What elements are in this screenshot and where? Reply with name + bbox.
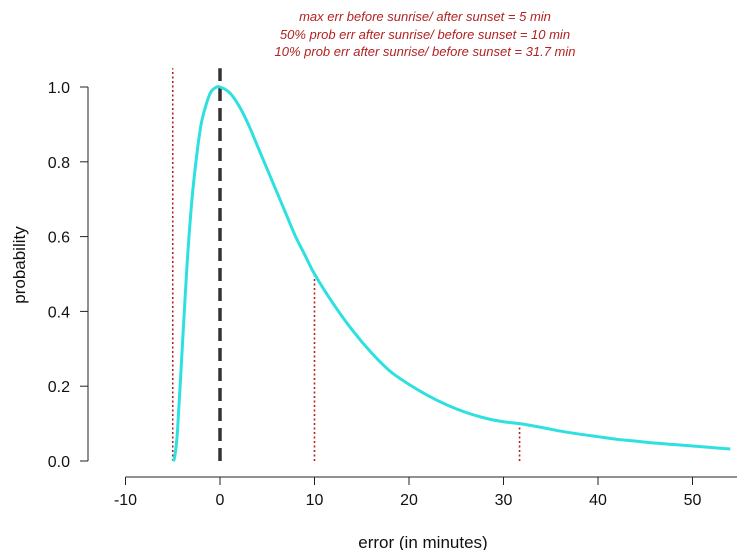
y-axis: 0.0 0.2 0.4 0.6 0.8 1.0: [48, 80, 89, 471]
y-tick-label: 0.6: [48, 230, 70, 247]
x-tick-label: 20: [400, 492, 418, 509]
annotations: max err before sunrise/ after sunset = 5…: [275, 9, 576, 59]
y-axis-title: probability: [10, 226, 29, 304]
y-tick-label: 0.2: [48, 379, 70, 396]
x-axis: -10 0 10 20 30 40 50: [114, 476, 737, 509]
x-axis-title: error (in minutes): [358, 533, 487, 550]
x-tick-label: 30: [495, 492, 513, 509]
series-group: [171, 85, 731, 463]
x-tick-label: 50: [684, 492, 702, 509]
x-tick-label: 0: [216, 492, 225, 509]
annotation-50-percent: 50% prob err after sunrise/ before sunse…: [280, 27, 570, 42]
annotation-10-percent: 10% prob err after sunrise/ before sunse…: [275, 44, 576, 59]
annotation-max-error: max err before sunrise/ after sunset = 5…: [299, 9, 551, 24]
x-tick-label: 40: [589, 492, 607, 509]
y-tick-label: 0.8: [48, 155, 70, 172]
reference-lines: [171, 68, 521, 461]
y-tick-label: 0.0: [48, 454, 70, 471]
probability-curve: [171, 85, 731, 463]
y-tick-label: 1.0: [48, 80, 70, 97]
x-tick-label: 10: [306, 492, 324, 509]
y-tick-label: 0.4: [48, 304, 70, 321]
x-tick-label: -10: [114, 492, 137, 509]
